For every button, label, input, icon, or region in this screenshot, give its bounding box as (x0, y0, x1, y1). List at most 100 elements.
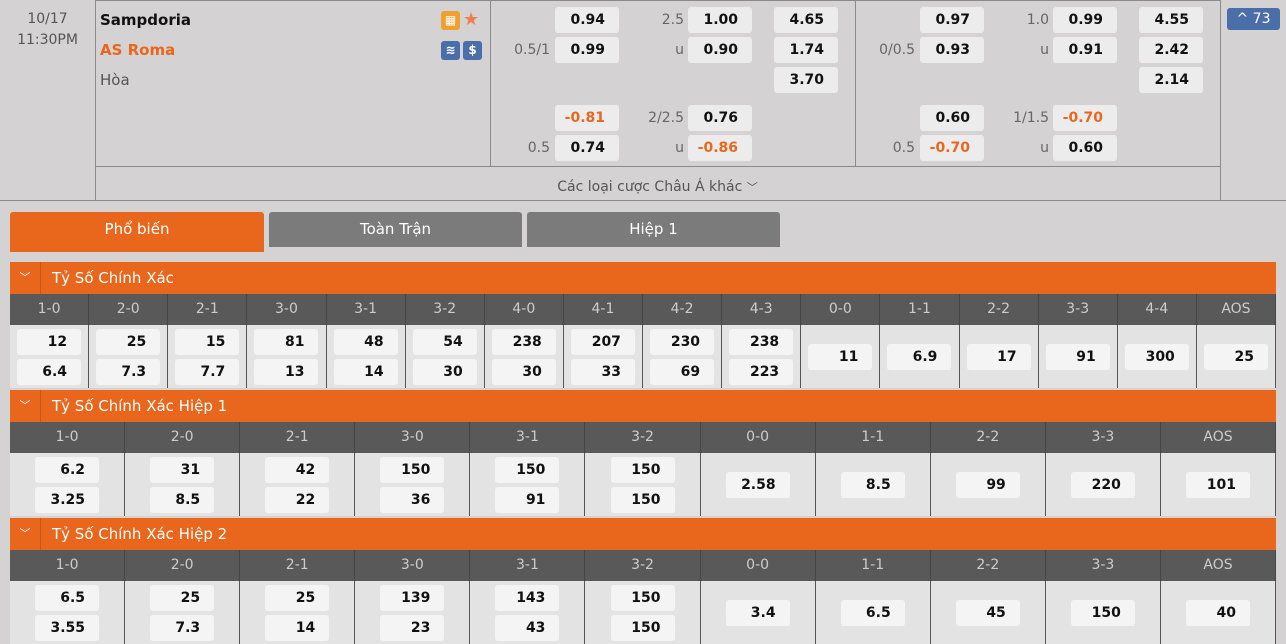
handicap-odds[interactable]: 0.94 (555, 7, 619, 33)
score-odds-button[interactable]: 230 (650, 328, 715, 355)
score-odds-button[interactable]: 25 (150, 584, 215, 611)
score-odds-button[interactable]: 30 (491, 358, 556, 385)
score-odds-button[interactable]: 6.5 (840, 599, 905, 626)
over-under-odds[interactable]: 0.76 (688, 105, 752, 131)
score-odds-button[interactable]: 14 (333, 358, 398, 385)
score-odds-button[interactable]: 22 (265, 486, 330, 513)
handicap-odds[interactable]: 0.99 (555, 37, 619, 63)
1x2-odds[interactable]: 4.65 (774, 7, 838, 33)
score-odds-button[interactable]: 91 (495, 486, 560, 513)
score-odds-button[interactable]: 25 (96, 328, 161, 355)
score-odds-button[interactable]: 69 (650, 358, 715, 385)
score-odds-button[interactable]: 23 (380, 614, 445, 641)
score-odds-button[interactable]: 42 (265, 456, 330, 483)
score-odds-button[interactable]: 143 (495, 584, 560, 611)
score-odds-button[interactable]: 207 (570, 328, 635, 355)
score-odds-button[interactable]: 150 (610, 614, 675, 641)
score-odds-button[interactable]: 30 (412, 358, 477, 385)
tab-popular[interactable]: Phổ biến (10, 212, 264, 252)
1x2-odds[interactable]: 4.55 (1139, 7, 1203, 33)
tab-first-half[interactable]: Hiệp 1 (527, 212, 780, 247)
over-under-odds[interactable]: 0.99 (1053, 7, 1117, 33)
over-under-odds[interactable]: 0.91 (1053, 37, 1117, 63)
stats-icon[interactable]: ≋ (441, 41, 460, 60)
score-odds-button[interactable]: 3.25 (35, 486, 100, 513)
score-odds-button[interactable]: 48 (333, 328, 398, 355)
score-odds-button[interactable]: 33 (570, 358, 635, 385)
score-odds-button[interactable]: 91 (1045, 343, 1110, 370)
score-odds-button[interactable]: 101 (1185, 471, 1250, 498)
score-odds-button[interactable]: 150 (380, 456, 445, 483)
score-odds-button[interactable]: 3.55 (35, 614, 100, 641)
score-odds-button[interactable]: 45 (955, 599, 1020, 626)
1x2-odds[interactable]: 3.70 (774, 67, 838, 93)
handicap-odds[interactable]: 0.74 (555, 135, 619, 161)
over-under-odds[interactable]: -0.70 (1053, 105, 1117, 131)
score-odds-button[interactable]: 7.3 (96, 358, 161, 385)
1x2-odds[interactable]: 2.42 (1139, 37, 1203, 63)
score-odds-button[interactable]: 8.5 (840, 471, 905, 498)
handicap-odds[interactable]: -0.70 (920, 135, 984, 161)
score-odds-button[interactable]: 36 (380, 486, 445, 513)
score-odds-button[interactable]: 99 (955, 471, 1020, 498)
1x2-odds[interactable]: 1.74 (774, 37, 838, 63)
score-odds-button[interactable]: 25 (265, 584, 330, 611)
handicap-odds[interactable]: 0.93 (920, 37, 984, 63)
dollar-icon[interactable]: $ (463, 41, 482, 60)
score-odds-button[interactable]: 6.4 (17, 358, 82, 385)
away-team[interactable]: AS Roma (100, 41, 176, 59)
score-odds-button[interactable]: 139 (380, 584, 445, 611)
chevron-down-icon[interactable]: ﹀ (10, 390, 41, 422)
score-odds-button[interactable]: 43 (495, 614, 560, 641)
more-asian-bets-toggle[interactable]: Các loại cược Châu Á khác ﹀ (95, 166, 1220, 201)
score-odds-button[interactable]: 54 (412, 328, 477, 355)
score-odds-button[interactable]: 238 (729, 328, 794, 355)
score-odds-button[interactable]: 223 (729, 358, 794, 385)
score-odds-button[interactable]: 6.5 (35, 584, 100, 611)
score-odds-button[interactable]: 14 (265, 614, 330, 641)
score-odds-button[interactable]: 31 (150, 456, 215, 483)
score-odds-button[interactable]: 220 (1070, 471, 1135, 498)
score-odds-button[interactable]: 3.4 (725, 599, 790, 626)
score-odds-button[interactable]: 15 (175, 328, 240, 355)
over-under-odds[interactable]: 1.00 (688, 7, 752, 33)
score-cell: 25 (1197, 325, 1276, 388)
score-odds-button[interactable]: 150 (610, 486, 675, 513)
score-odds-button[interactable]: 150 (610, 584, 675, 611)
handicap-odds[interactable]: 0.60 (920, 105, 984, 131)
score-odds-button[interactable]: 17 (966, 343, 1031, 370)
section-header[interactable]: ﹀ Tỷ Số Chính Xác Hiệp 2 (10, 518, 1276, 550)
score-odds-button[interactable]: 150 (1070, 599, 1135, 626)
score-odds-button[interactable]: 2.58 (725, 471, 790, 498)
score-odds-button[interactable]: 6.9 (887, 343, 952, 370)
score-odds-button[interactable]: 7.7 (175, 358, 240, 385)
score-odds-button[interactable]: 13 (254, 358, 319, 385)
score-odds-button[interactable]: 81 (254, 328, 319, 355)
field-icon[interactable]: ▦ (441, 11, 460, 30)
over-under-odds[interactable]: -0.86 (688, 135, 752, 161)
over-under-odds[interactable]: 0.60 (1053, 135, 1117, 161)
section-header[interactable]: ﹀ Tỷ Số Chính Xác Hiệp 1 (10, 390, 1276, 422)
score-odds-button[interactable]: 11 (808, 343, 873, 370)
score-odds-button[interactable]: 150 (495, 456, 560, 483)
score-odds-button[interactable]: 25 (1203, 343, 1268, 370)
score-odds-button[interactable]: 6.2 (35, 456, 100, 483)
score-odds-button[interactable]: 150 (610, 456, 675, 483)
score-odds-button[interactable]: 238 (491, 328, 556, 355)
handicap-odds[interactable]: 0.97 (920, 7, 984, 33)
score-odds-button[interactable]: 300 (1124, 343, 1189, 370)
tab-full-match[interactable]: Toàn Trận (269, 212, 522, 247)
score-odds-button[interactable]: 7.3 (150, 614, 215, 641)
score-odds-button[interactable]: 40 (1185, 599, 1250, 626)
home-team[interactable]: Sampdoria (100, 11, 191, 29)
section-header[interactable]: ﹀ Tỷ Số Chính Xác (10, 262, 1276, 294)
handicap-odds[interactable]: -0.81 (555, 105, 619, 131)
score-odds-button[interactable]: 8.5 (150, 486, 215, 513)
more-markets-badge[interactable]: ^ 73 (1227, 8, 1280, 30)
over-under-odds[interactable]: 0.90 (688, 37, 752, 63)
score-odds-button[interactable]: 12 (17, 328, 82, 355)
chevron-down-icon[interactable]: ﹀ (10, 262, 41, 294)
1x2-odds[interactable]: 2.14 (1139, 67, 1203, 93)
chevron-down-icon[interactable]: ﹀ (10, 518, 41, 550)
star-icon[interactable]: ★ (463, 9, 480, 30)
